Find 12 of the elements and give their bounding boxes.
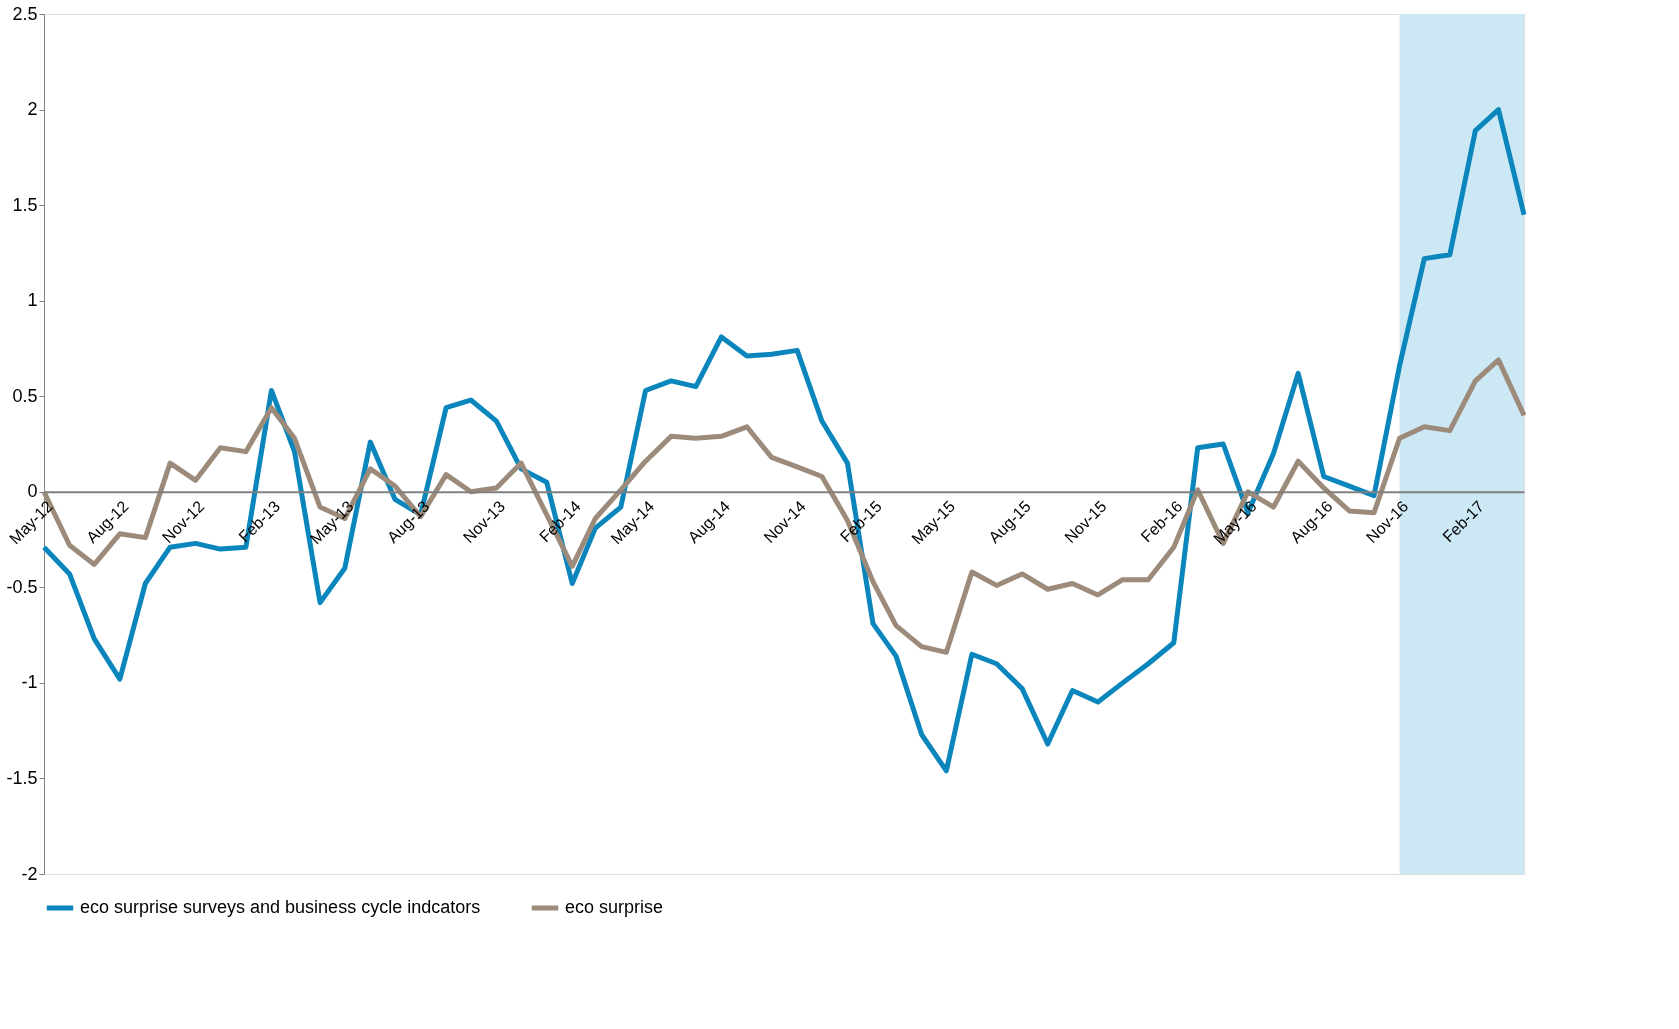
legend-label: eco surprise surveys and business cycle indcators bbox=[80, 897, 481, 917]
y-tick-label: -0.5 bbox=[6, 576, 38, 597]
y-tick-label: 1 bbox=[27, 290, 38, 311]
y-tick-label: 0.5 bbox=[12, 385, 38, 406]
y-tick-label: 0 bbox=[27, 481, 38, 502]
y-tick-label: -1 bbox=[21, 672, 38, 693]
y-tick-label: 2 bbox=[27, 99, 38, 120]
legend-label: eco surprise bbox=[565, 897, 664, 917]
y-tick-label: -2 bbox=[21, 863, 38, 884]
y-tick-label: 1.5 bbox=[12, 194, 38, 215]
y-tick-label: -1.5 bbox=[6, 767, 38, 788]
y-tick-label: 2.5 bbox=[12, 3, 38, 24]
